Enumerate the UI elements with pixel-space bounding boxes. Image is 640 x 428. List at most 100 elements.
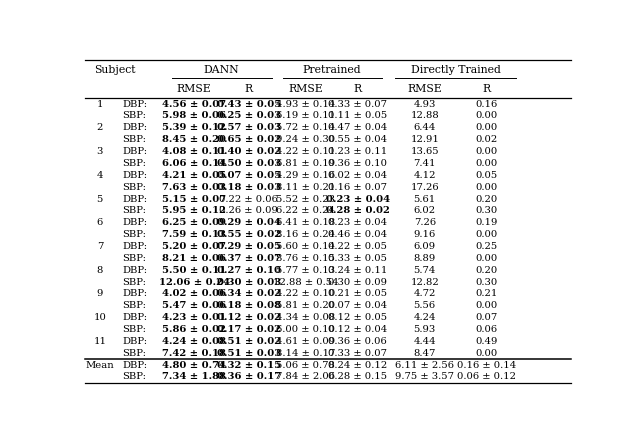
Text: 0.29 ± 0.04: 0.29 ± 0.04 — [216, 218, 280, 227]
Text: 0.00: 0.00 — [476, 147, 498, 156]
Text: DBP:: DBP: — [122, 289, 147, 298]
Text: 0.26 ± 0.09: 0.26 ± 0.09 — [220, 206, 278, 215]
Text: 6.02: 6.02 — [413, 206, 436, 215]
Text: 0.25: 0.25 — [476, 242, 498, 251]
Text: 4.22 ± 0.10: 4.22 ± 0.10 — [276, 289, 335, 298]
Text: 8.76 ± 0.15: 8.76 ± 0.15 — [276, 254, 335, 263]
Text: DBP:: DBP: — [122, 266, 147, 275]
Text: 6.44: 6.44 — [413, 123, 436, 132]
Text: R: R — [244, 84, 253, 94]
Text: 4.24 ± 0.08: 4.24 ± 0.08 — [162, 337, 226, 346]
Text: 9.75 ± 3.57: 9.75 ± 3.57 — [396, 372, 454, 381]
Text: 8: 8 — [97, 266, 103, 275]
Text: 0.20: 0.20 — [476, 266, 498, 275]
Text: SBP:: SBP: — [123, 349, 147, 358]
Text: RMSE: RMSE — [407, 84, 442, 94]
Text: 7.42 ± 0.18: 7.42 ± 0.18 — [162, 349, 226, 358]
Text: 0.16 ± 0.14: 0.16 ± 0.14 — [457, 361, 516, 370]
Text: 4.34 ± 0.08: 4.34 ± 0.08 — [276, 313, 335, 322]
Text: 7.63 ± 0.03: 7.63 ± 0.03 — [162, 183, 226, 192]
Text: 12.88 ± 0.54: 12.88 ± 0.54 — [273, 277, 339, 287]
Text: 4: 4 — [97, 171, 103, 180]
Text: 0.22 ± 0.06: 0.22 ± 0.06 — [220, 194, 278, 203]
Text: 4.22 ± 0.11: 4.22 ± 0.11 — [276, 147, 335, 156]
Text: 0.21 ± 0.05: 0.21 ± 0.05 — [328, 289, 387, 298]
Text: SBP:: SBP: — [123, 111, 147, 120]
Text: 4.61 ± 0.09: 4.61 ± 0.09 — [276, 337, 335, 346]
Text: 0.34 ± 0.02: 0.34 ± 0.02 — [216, 289, 281, 298]
Text: 0.55 ± 0.02: 0.55 ± 0.02 — [216, 230, 281, 239]
Text: 0.00: 0.00 — [476, 183, 498, 192]
Text: 5.50 ± 0.11: 5.50 ± 0.11 — [162, 266, 226, 275]
Text: 4.08 ± 0.11: 4.08 ± 0.11 — [162, 147, 226, 156]
Text: 0.36 ± 0.17: 0.36 ± 0.17 — [216, 372, 281, 381]
Text: 0.12 ± 0.02: 0.12 ± 0.02 — [216, 313, 280, 322]
Text: SBP:: SBP: — [123, 254, 147, 263]
Text: 2: 2 — [97, 123, 103, 132]
Text: 0.06: 0.06 — [476, 325, 498, 334]
Text: 6: 6 — [97, 218, 103, 227]
Text: DBP:: DBP: — [122, 123, 147, 132]
Text: 0.33 ± 0.07: 0.33 ± 0.07 — [328, 100, 387, 109]
Text: 0.23 ± 0.11: 0.23 ± 0.11 — [328, 147, 387, 156]
Text: 0.57 ± 0.03: 0.57 ± 0.03 — [216, 123, 281, 132]
Text: 9: 9 — [97, 289, 103, 298]
Text: 7.41: 7.41 — [413, 159, 436, 168]
Text: 0.37 ± 0.07: 0.37 ± 0.07 — [216, 254, 280, 263]
Text: 0.17 ± 0.02: 0.17 ± 0.02 — [216, 325, 280, 334]
Text: 5.60 ± 0.14: 5.60 ± 0.14 — [276, 242, 335, 251]
Text: 6.06 ± 0.14: 6.06 ± 0.14 — [162, 159, 226, 168]
Text: 4.23 ± 0.01: 4.23 ± 0.01 — [162, 313, 226, 322]
Text: 0.07 ± 0.05: 0.07 ± 0.05 — [216, 171, 281, 180]
Text: 0.07: 0.07 — [476, 313, 498, 322]
Text: SBP:: SBP: — [123, 183, 147, 192]
Text: 0.16 ± 0.07: 0.16 ± 0.07 — [328, 183, 387, 192]
Text: DBP:: DBP: — [122, 147, 147, 156]
Text: 0.00: 0.00 — [476, 123, 498, 132]
Text: 0.30: 0.30 — [476, 206, 498, 215]
Text: 4.56 ± 0.07: 4.56 ± 0.07 — [162, 100, 226, 109]
Text: 8.21 ± 0.06: 8.21 ± 0.06 — [162, 254, 226, 263]
Text: 7.84 ± 2.06: 7.84 ± 2.06 — [276, 372, 335, 381]
Text: 0.49: 0.49 — [476, 337, 498, 346]
Text: 5.52 ± 0.23: 5.52 ± 0.23 — [276, 194, 335, 203]
Text: DANN: DANN — [204, 65, 239, 75]
Text: 4.80 ± 0.74: 4.80 ± 0.74 — [162, 361, 226, 370]
Text: 6.22 ± 0.24: 6.22 ± 0.24 — [276, 206, 335, 215]
Text: 5.81 ± 0.20: 5.81 ± 0.20 — [276, 301, 335, 310]
Text: 5.95 ± 0.12: 5.95 ± 0.12 — [162, 206, 226, 215]
Text: 12.88: 12.88 — [410, 111, 439, 120]
Text: 6.81 ± 0.19: 6.81 ± 0.19 — [276, 159, 335, 168]
Text: 5.72 ± 0.14: 5.72 ± 0.14 — [276, 123, 335, 132]
Text: 0.27 ± 0.10: 0.27 ± 0.10 — [216, 266, 280, 275]
Text: SBP:: SBP: — [123, 135, 147, 144]
Text: SBP:: SBP: — [123, 230, 147, 239]
Text: 0.29 ± 0.05: 0.29 ± 0.05 — [216, 242, 280, 251]
Text: 8.47: 8.47 — [413, 349, 436, 358]
Text: 9.16: 9.16 — [413, 230, 436, 239]
Text: 5.61: 5.61 — [413, 194, 436, 203]
Text: 0.20: 0.20 — [476, 194, 498, 203]
Text: 6.11 ± 2.56: 6.11 ± 2.56 — [396, 361, 454, 370]
Text: 0.24 ± 0.12: 0.24 ± 0.12 — [328, 361, 387, 370]
Text: 0.00: 0.00 — [476, 349, 498, 358]
Text: 0.02: 0.02 — [476, 135, 498, 144]
Text: 5.86 ± 0.02: 5.86 ± 0.02 — [162, 325, 226, 334]
Text: 0.40 ± 0.02: 0.40 ± 0.02 — [216, 147, 281, 156]
Text: 0.30: 0.30 — [476, 277, 498, 287]
Text: 7: 7 — [97, 242, 103, 251]
Text: 0.47 ± 0.04: 0.47 ± 0.04 — [328, 123, 387, 132]
Text: DBP:: DBP: — [122, 242, 147, 251]
Text: 0.11 ± 0.05: 0.11 ± 0.05 — [328, 111, 387, 120]
Text: 5.06 ± 0.78: 5.06 ± 0.78 — [276, 361, 335, 370]
Text: 5.93: 5.93 — [413, 325, 436, 334]
Text: 7.59 ± 0.13: 7.59 ± 0.13 — [162, 230, 226, 239]
Text: 4.93 ± 0.14: 4.93 ± 0.14 — [276, 100, 335, 109]
Text: 13.65: 13.65 — [410, 147, 439, 156]
Text: 0.25 ± 0.03: 0.25 ± 0.03 — [216, 111, 281, 120]
Text: 0.00: 0.00 — [476, 254, 498, 263]
Text: Mean: Mean — [86, 361, 114, 370]
Text: 0.18 ± 0.08: 0.18 ± 0.08 — [216, 301, 280, 310]
Text: 0.36 ± 0.10: 0.36 ± 0.10 — [328, 159, 387, 168]
Text: 8.45 ± 0.20: 8.45 ± 0.20 — [162, 135, 226, 144]
